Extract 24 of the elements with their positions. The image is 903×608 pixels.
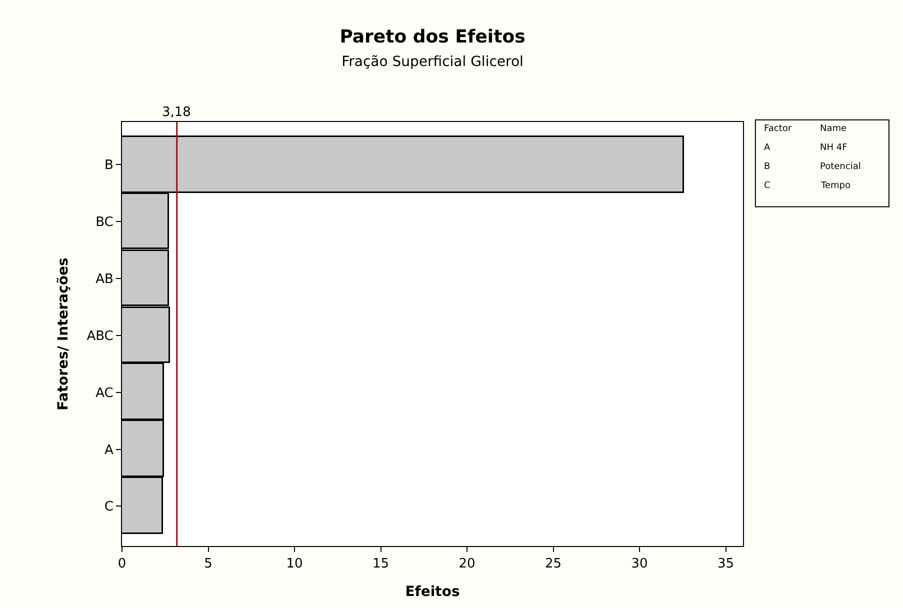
x-tick-label: 0 [118, 556, 126, 572]
y-tick-label: AC [96, 386, 114, 401]
x-tick-label: 35 [717, 556, 734, 572]
x-axis-title: Efeitos [405, 584, 460, 600]
ref-line-label: 3,18 [162, 105, 191, 120]
chart-subtitle: Fração Superficial Glicerol [342, 54, 524, 70]
y-tick-label: AB [96, 272, 114, 288]
y-tick-label: A [104, 442, 114, 458]
y-axis-title: Fatores/ Interações [55, 258, 72, 410]
x-tick-label: 5 [204, 556, 212, 572]
text: C Tempo [764, 181, 850, 191]
x-tick-label: 20 [458, 556, 476, 572]
y-tick-label: B [104, 158, 114, 174]
text: B Potencial [764, 162, 861, 172]
text: A NH 4F [764, 143, 848, 153]
x-tick-label: 30 [631, 556, 648, 572]
x-tick-label: 15 [372, 556, 390, 572]
x-tick-label: 25 [544, 556, 562, 572]
y-tick-label: ABC [86, 328, 114, 344]
chart-title: Pareto dos Efeitos [340, 26, 526, 48]
x-tick-label: 10 [286, 556, 303, 572]
y-tick-label: C [104, 500, 114, 515]
text: Factor Name [764, 124, 847, 134]
y-tick-label: BC [96, 215, 114, 230]
